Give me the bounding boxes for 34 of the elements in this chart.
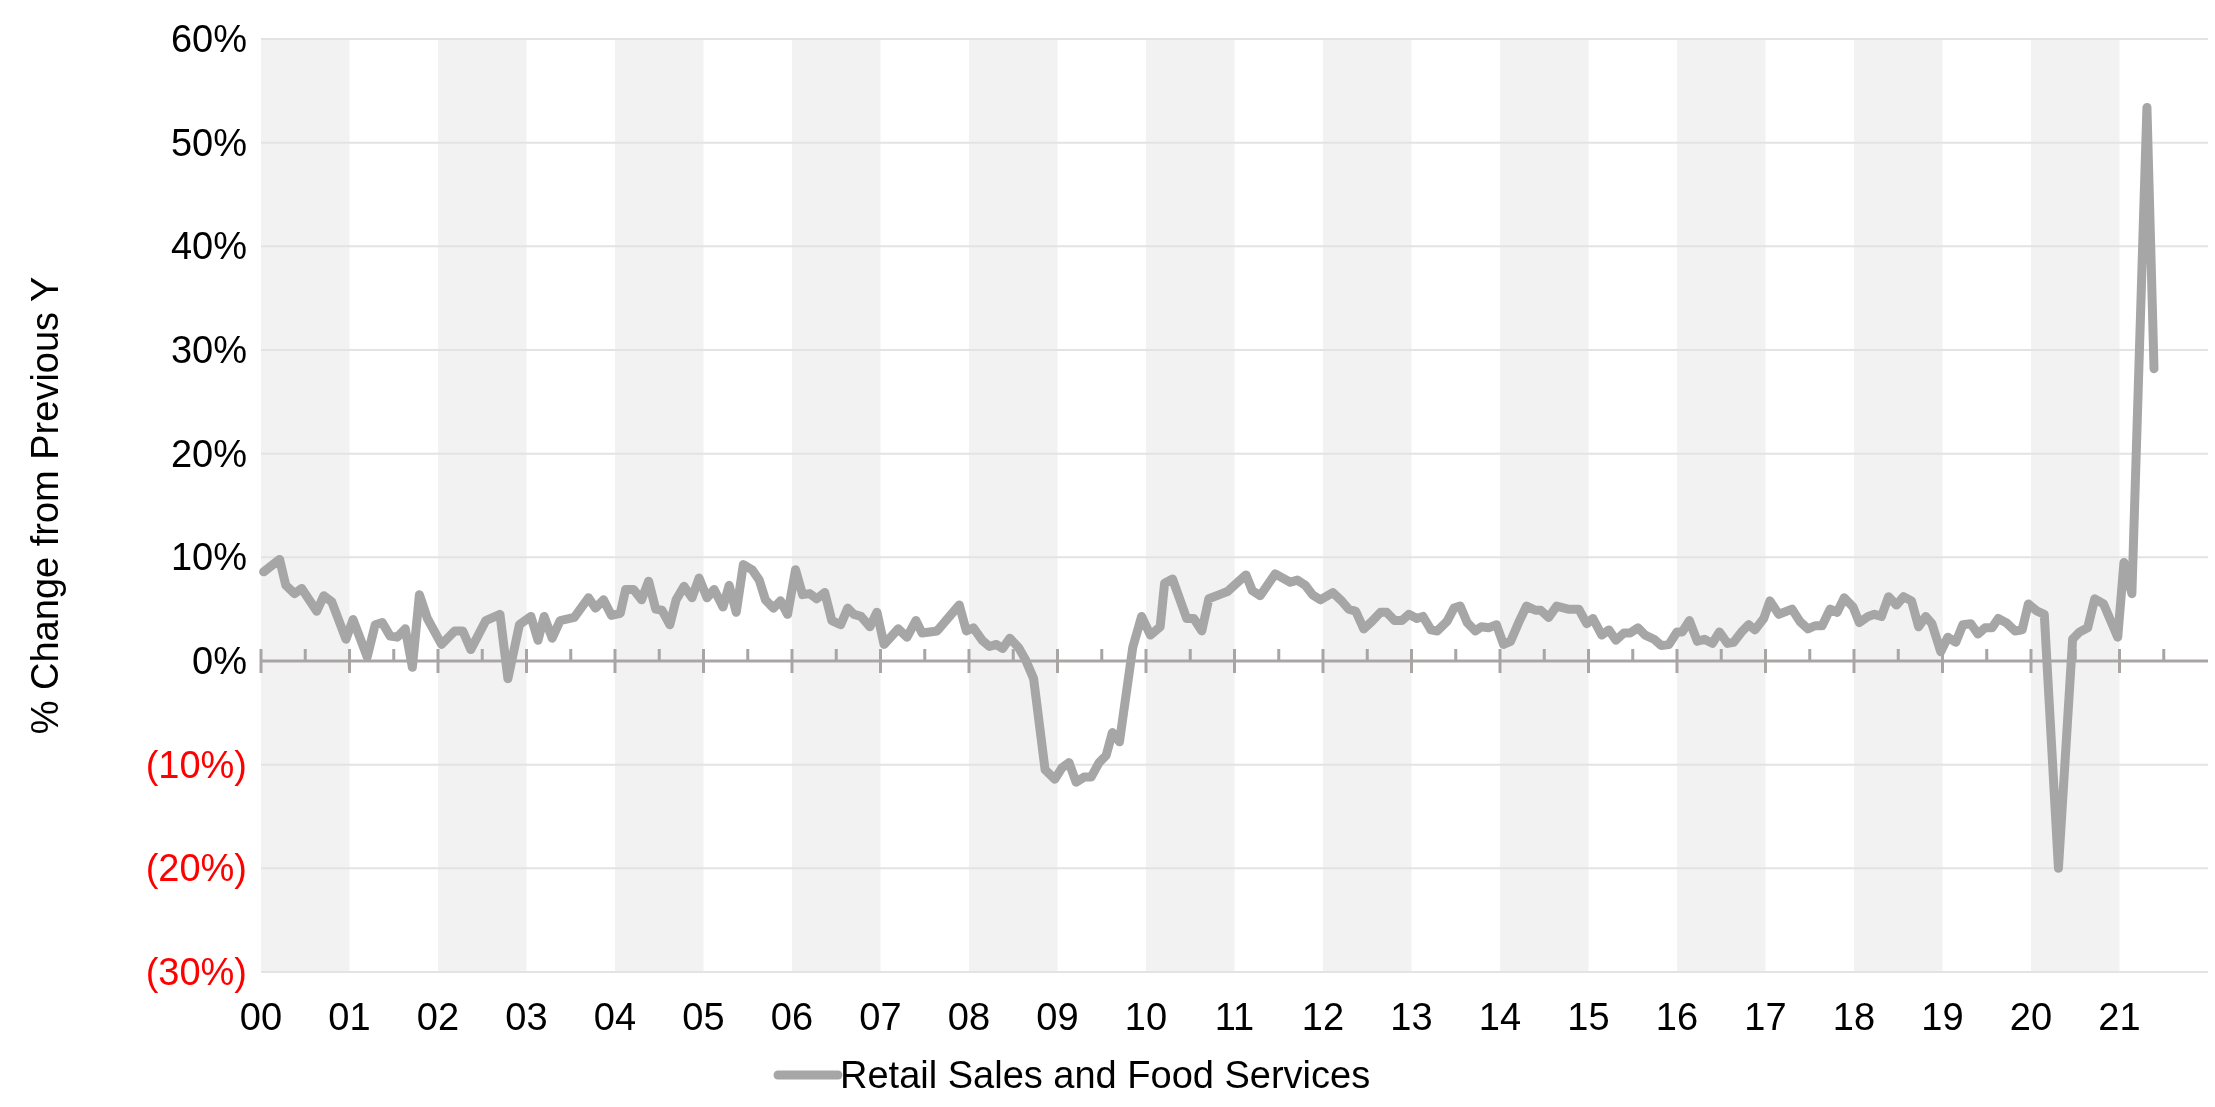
y-tick-label: 0% bbox=[192, 640, 247, 682]
y-tick-label: 40% bbox=[170, 225, 247, 268]
x-tick-label: 05 bbox=[682, 996, 725, 1038]
x-tick-label: 21 bbox=[2098, 996, 2141, 1038]
x-tick-label: 18 bbox=[1832, 996, 1876, 1038]
x-tick-label: 17 bbox=[1744, 996, 1787, 1038]
x-tick-label: 06 bbox=[770, 996, 814, 1038]
y-tick-label: 20% bbox=[170, 432, 247, 475]
x-tick-label: 19 bbox=[1921, 996, 1964, 1038]
x-tick-label: 09 bbox=[1036, 996, 1079, 1038]
y-tick-label: (30%) bbox=[145, 951, 247, 993]
x-tick-label: 15 bbox=[1567, 996, 1610, 1038]
x-tick-label: 11 bbox=[1214, 996, 1255, 1038]
x-tick-label: 16 bbox=[1655, 996, 1699, 1038]
y-tick-label: 60% bbox=[170, 18, 247, 60]
x-tick-label: 13 bbox=[1390, 996, 1433, 1038]
x-tick-label: 20 bbox=[2009, 996, 2053, 1038]
y-tick-label: 10% bbox=[170, 536, 247, 579]
y-tick-label: (20%) bbox=[145, 847, 247, 890]
y-tick-label: 50% bbox=[170, 121, 247, 164]
legend-label: Retail Sales and Food Services bbox=[840, 1054, 1371, 1096]
x-tick-label: 00 bbox=[239, 996, 283, 1038]
x-tick-label: 07 bbox=[859, 996, 902, 1038]
y-tick-label: 30% bbox=[170, 329, 247, 371]
y-axis-title: % Change from Previous Y bbox=[24, 276, 66, 735]
y-tick-label: (10%) bbox=[145, 743, 247, 786]
x-tick-label: 03 bbox=[505, 996, 548, 1038]
x-tick-label: 12 bbox=[1301, 996, 1345, 1038]
x-tick-label: 02 bbox=[416, 996, 460, 1038]
x-tick-label: 04 bbox=[593, 996, 637, 1038]
x-tick-label: 10 bbox=[1124, 996, 1168, 1038]
x-tick-label: 01 bbox=[328, 996, 371, 1038]
x-tick-label: 08 bbox=[947, 996, 991, 1038]
x-tick-label: 14 bbox=[1478, 996, 1522, 1038]
